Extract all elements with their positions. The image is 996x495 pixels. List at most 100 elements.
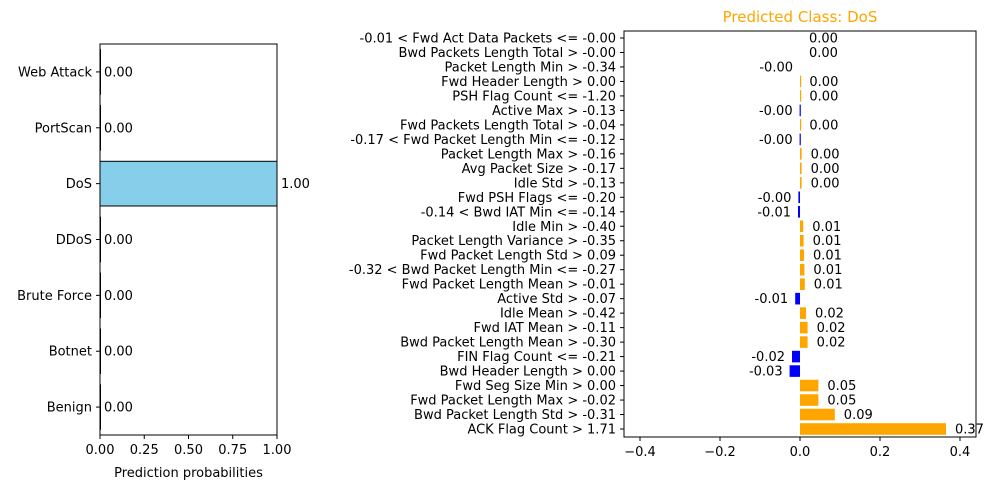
contribution-value-label: -0.00 bbox=[758, 191, 792, 206]
contribution-bars bbox=[789, 75, 946, 435]
left-x-axis-label: Prediction probabilities bbox=[114, 466, 263, 481]
contribution-bar bbox=[800, 234, 804, 247]
feature-condition-label: Fwd Seg Size Min > 0.00 bbox=[455, 379, 616, 394]
contribution-bar bbox=[792, 350, 800, 363]
contribution-bar bbox=[800, 408, 835, 421]
feature-condition-label: Fwd Packets Length Total > -0.04 bbox=[400, 118, 616, 133]
class-label: Web Attack bbox=[18, 65, 92, 80]
feature-condition-label: Active Std > -0.07 bbox=[497, 292, 616, 307]
feature-condition-label: Bwd Header Length > 0.00 bbox=[440, 365, 616, 380]
feature-condition-label: Packet Length Min > -0.34 bbox=[445, 60, 617, 75]
prediction-probabilities-chart: Web Attack PortScan DoS DDoS Brute Force Botn… bbox=[17, 43, 310, 481]
right-x-ticks: −0.4 −0.2 0.0 0.2 0.4 bbox=[624, 437, 970, 460]
contribution-value-label: 0.02 bbox=[815, 307, 844, 322]
contribution-bar bbox=[800, 148, 802, 160]
contribution-value-label: 0.00 bbox=[811, 162, 840, 177]
x-tick-label: 0.50 bbox=[174, 443, 203, 458]
contribution-bar bbox=[800, 307, 806, 319]
contribution-value-label: 0.00 bbox=[809, 46, 838, 61]
feature-condition-label: Packet Length Variance > -0.35 bbox=[411, 234, 616, 249]
feature-condition-label: FIN Flag Count <= -0.21 bbox=[457, 350, 616, 365]
feature-condition-label: Idle Mean > -0.42 bbox=[500, 307, 616, 322]
contribution-bar bbox=[800, 90, 802, 102]
feature-condition-label: Bwd Packet Length Std > -0.31 bbox=[414, 408, 616, 423]
contribution-bar bbox=[800, 249, 804, 262]
probability-value-label: 0.00 bbox=[104, 345, 133, 360]
feature-condition-label: Idle Std > -0.13 bbox=[514, 176, 616, 191]
contribution-value-label: -0.03 bbox=[749, 365, 783, 380]
feature-condition-label: Fwd Header Length > 0.00 bbox=[441, 75, 616, 90]
feature-contribution-chart: Predicted Class: DoS -0.01 < Fwd Act Dat… bbox=[349, 8, 984, 460]
feature-condition-label: Avg Packet Size > -0.17 bbox=[462, 162, 616, 177]
class-label: Benign bbox=[47, 401, 92, 416]
x-tick-label: −0.4 bbox=[624, 445, 656, 460]
contribution-value-label: 0.00 bbox=[809, 89, 838, 104]
contribution-value-label: 0.37 bbox=[955, 423, 984, 438]
contribution-bar bbox=[800, 177, 802, 189]
class-label: Botnet bbox=[49, 345, 92, 360]
contribution-value-label: 0.05 bbox=[827, 394, 856, 409]
x-tick-label: 0.0 bbox=[790, 445, 811, 460]
probability-value-label: 0.00 bbox=[104, 233, 133, 248]
probability-value-label: 0.00 bbox=[104, 289, 133, 304]
contribution-bar bbox=[800, 394, 819, 406]
contribution-value-label: 0.02 bbox=[817, 321, 846, 336]
x-tick-label: 0.25 bbox=[130, 443, 159, 458]
contribution-value-label: 0.00 bbox=[809, 118, 838, 133]
contribution-value-label: 0.00 bbox=[809, 75, 838, 90]
x-tick-label: 0.00 bbox=[86, 443, 115, 458]
contribution-value-label: 0.00 bbox=[809, 32, 838, 47]
probability-value-label: 1.00 bbox=[281, 177, 310, 192]
contribution-bar bbox=[800, 321, 808, 334]
contribution-value-label: 0.01 bbox=[813, 249, 842, 264]
feature-condition-label: Fwd Packet Length Max > -0.02 bbox=[410, 394, 616, 409]
probability-value-label: 0.00 bbox=[104, 401, 133, 416]
contribution-bar bbox=[799, 104, 801, 117]
contribution-bar bbox=[800, 220, 804, 233]
contribution-bar bbox=[800, 423, 946, 435]
contribution-value-label: -0.02 bbox=[751, 350, 785, 365]
contribution-value-label: 0.01 bbox=[813, 234, 842, 249]
feature-condition-label: -0.32 < Bwd Packet Length Min <= -0.27 bbox=[349, 263, 616, 278]
class-labels: Web Attack PortScan DoS DDoS Brute Force Botn… bbox=[17, 65, 100, 416]
contribution-value-label: -0.01 bbox=[755, 292, 789, 307]
left-x-ticks: 0.00 0.25 0.50 0.75 1.00 bbox=[86, 435, 292, 458]
contribution-bar bbox=[800, 336, 808, 348]
class-label: DoS bbox=[66, 177, 92, 192]
contribution-bar bbox=[800, 162, 802, 175]
feature-condition-label: -0.14 < Bwd IAT Min <= -0.14 bbox=[421, 205, 616, 220]
contribution-value-label: 0.01 bbox=[812, 220, 841, 235]
contribution-bar bbox=[800, 119, 802, 131]
feature-condition-labels: -0.01 < Fwd Act Data Packets <= -0.00Bwd… bbox=[349, 32, 624, 438]
contribution-bar bbox=[795, 292, 800, 305]
contribution-bar bbox=[800, 379, 819, 392]
x-tick-label: 0.2 bbox=[870, 445, 891, 460]
feature-condition-label: -0.01 < Fwd Act Data Packets <= -0.00 bbox=[360, 32, 617, 47]
feature-condition-label: Fwd Packet Length Mean > -0.01 bbox=[402, 278, 616, 293]
feature-condition-label: Bwd Packets Length Total > -0.00 bbox=[399, 46, 617, 61]
feature-condition-label: Fwd IAT Mean > -0.11 bbox=[474, 321, 617, 336]
feature-condition-label: Bwd Packet Length Mean > -0.30 bbox=[400, 336, 616, 351]
chart-title: Predicted Class: DoS bbox=[723, 8, 878, 26]
probability-value-label: 0.00 bbox=[104, 65, 133, 80]
class-label: PortScan bbox=[35, 121, 92, 136]
contribution-value-label: -0.01 bbox=[757, 205, 791, 220]
class-label: Brute Force bbox=[17, 289, 92, 304]
feature-condition-label: Fwd Packet Length Std > 0.09 bbox=[420, 249, 616, 264]
contribution-value-labels: 0.000.00-0.000.000.00-0.000.00-0.000.000… bbox=[749, 32, 984, 438]
contribution-value-label: 0.09 bbox=[844, 408, 873, 423]
contribution-value-label: 0.01 bbox=[814, 278, 843, 293]
feature-condition-label: Idle Min > -0.40 bbox=[512, 220, 616, 235]
contribution-value-label: -0.00 bbox=[759, 133, 793, 148]
contribution-bar bbox=[798, 191, 800, 204]
contribution-bar bbox=[800, 278, 805, 290]
contribution-value-label: 0.05 bbox=[827, 379, 856, 394]
contribution-value-label: 0.02 bbox=[817, 336, 846, 351]
contribution-value-label: 0.00 bbox=[811, 147, 840, 162]
feature-condition-label: Packet Length Max > -0.16 bbox=[441, 147, 616, 162]
feature-condition-label: -0.17 < Fwd Packet Length Min <= -0.12 bbox=[350, 133, 616, 148]
x-tick-label: 1.00 bbox=[263, 443, 292, 458]
feature-condition-label: Fwd PSH Flags <= -0.20 bbox=[458, 191, 616, 206]
